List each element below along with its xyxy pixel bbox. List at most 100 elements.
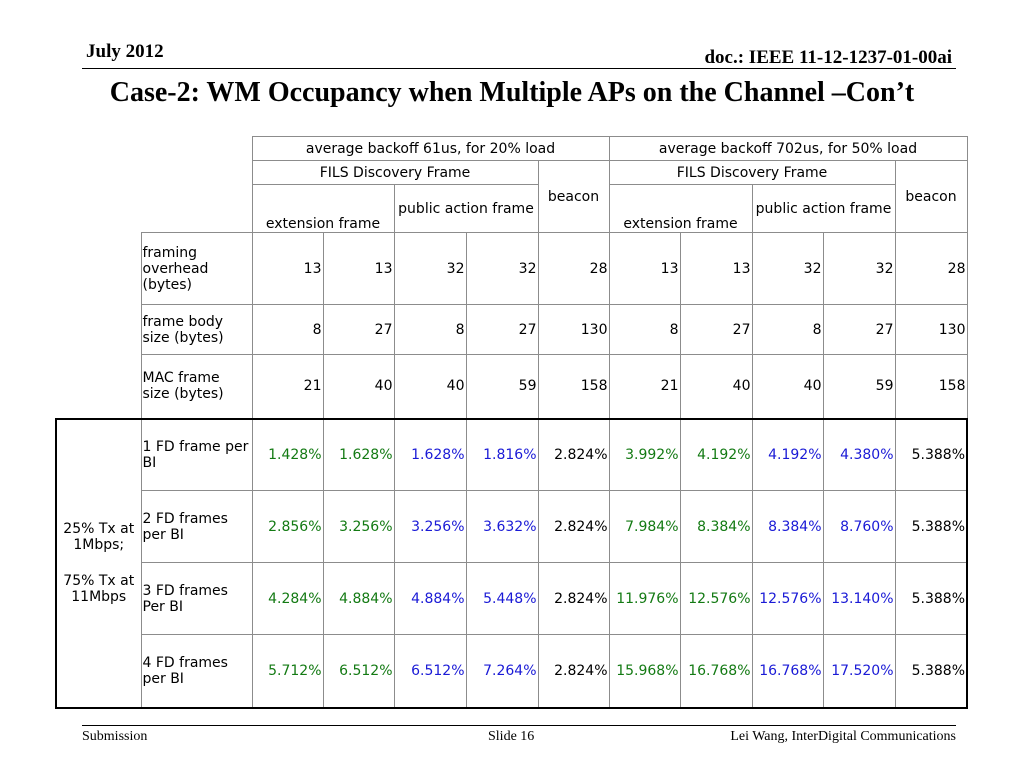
table-row: framing overhead (bytes) 13 13 32 32 28 …: [56, 232, 968, 305]
table-cell: 1.628%: [322, 417, 395, 491]
table-cell: 3.256%: [393, 490, 467, 563]
table-cell: 5.712%: [251, 634, 324, 709]
table-cell: 4.192%: [679, 417, 753, 491]
table-row: frame body size (bytes) 8 27 8 27 130 8 …: [56, 304, 968, 355]
row-label: 2 FD frames per BI: [140, 490, 253, 563]
footer-submission: Submission: [82, 729, 148, 744]
table-cell: 2.824%: [537, 562, 610, 635]
table-cell: 13: [608, 232, 681, 305]
tx-rate-label-1: 25% Tx at 1Mbps;: [63, 521, 135, 553]
table-cell: 5.448%: [465, 562, 539, 635]
table-row: MAC frame size (bytes) 21 40 40 59 158 2…: [56, 354, 968, 419]
subtype-row: extension frame public action frame exte…: [56, 184, 967, 233]
table-cell: 6.512%: [322, 634, 395, 709]
table-cell: 5.388%: [894, 562, 968, 635]
row-label: frame body size (bytes): [140, 304, 253, 355]
table-cell: 8: [751, 304, 824, 355]
table-cell: 8.384%: [679, 490, 753, 563]
table-cell: 40: [679, 354, 753, 419]
table-cell: 7.264%: [465, 634, 539, 709]
table-cell: 3.632%: [465, 490, 539, 563]
table-cell: 27: [465, 304, 539, 355]
beacon-header-50: beacon: [894, 160, 968, 233]
table-cell: 8.760%: [822, 490, 896, 563]
table-cell: 130: [894, 304, 968, 355]
table-cell: 4.380%: [822, 417, 896, 491]
tx-rate-label-2: 75% Tx at 11Mbps: [63, 573, 135, 605]
table-row: 4 FD frames per BI 5.712% 6.512% 6.512% …: [56, 634, 968, 709]
row-label: MAC frame size (bytes): [140, 354, 253, 419]
row-label: 3 FD frames Per BI: [140, 562, 253, 635]
footer-divider: [82, 725, 956, 726]
header-divider: [82, 68, 956, 69]
table-cell: 3.992%: [608, 417, 681, 491]
table-cell: 13: [251, 232, 324, 305]
table-cell: 3.256%: [322, 490, 395, 563]
row-label: 1 FD frame per BI: [140, 417, 253, 491]
extension-frame-header-20: extension frame: [251, 184, 395, 233]
table-cell: 32: [465, 232, 539, 305]
table-cell: 21: [608, 354, 681, 419]
table-cell: 8: [251, 304, 324, 355]
table-cell: 158: [537, 354, 610, 419]
tx-rate-label: 25% Tx at 1Mbps; 75% Tx at 11Mbps: [55, 417, 142, 709]
group-header-50-load: average backoff 702us, for 50% load: [608, 136, 968, 161]
table-cell: 12.576%: [679, 562, 753, 635]
table-cell: 40: [322, 354, 395, 419]
row-label: framing overhead (bytes): [140, 232, 253, 305]
table-cell: 2.824%: [537, 417, 610, 491]
table-row: 3 FD frames Per BI 4.284% 4.884% 4.884% …: [56, 562, 968, 635]
table-cell: 15.968%: [608, 634, 681, 709]
table-cell: 40: [393, 354, 467, 419]
frame-type-row: FILS Discovery Frame beacon FILS Discove…: [56, 160, 968, 233]
table-cell: 27: [822, 304, 896, 355]
table-cell: 16.768%: [751, 634, 824, 709]
table-cell: 1.816%: [465, 417, 539, 491]
row-label: 4 FD frames per BI: [140, 634, 253, 709]
table-cell: 27: [322, 304, 395, 355]
slide-title: Case-2: WM Occupancy when Multiple APs o…: [109, 77, 915, 108]
table-cell: 5.388%: [894, 490, 968, 563]
public-action-header-20: public action frame: [393, 184, 539, 233]
table-cell: 1.428%: [251, 417, 324, 491]
extension-frame-header-50: extension frame: [608, 184, 753, 233]
group-header-20-load: average backoff 61us, for 20% load: [251, 136, 610, 161]
table-cell: 28: [537, 232, 610, 305]
table-cell: 2.856%: [251, 490, 324, 563]
fils-header-50: FILS Discovery Frame: [608, 160, 896, 185]
table-cell: 11.976%: [608, 562, 681, 635]
table-cell: 32: [822, 232, 896, 305]
document-id: doc.: IEEE 11-12-1237-01-00ai: [704, 47, 952, 68]
table-cell: 8.384%: [751, 490, 824, 563]
table-cell: 8: [393, 304, 467, 355]
table-cell: 1.628%: [393, 417, 467, 491]
table-cell: 13: [322, 232, 395, 305]
header-date: July 2012: [86, 41, 164, 62]
table-cell: 130: [537, 304, 610, 355]
table-cell: 4.884%: [322, 562, 395, 635]
table-cell: 32: [751, 232, 824, 305]
table-cell: 16.768%: [679, 634, 753, 709]
table-cell: 2.824%: [537, 634, 610, 709]
table-cell: 27: [679, 304, 753, 355]
table-cell: 13: [679, 232, 753, 305]
fils-header-20: FILS Discovery Frame: [251, 160, 539, 185]
table-cell: 12.576%: [751, 562, 824, 635]
table-cell: 59: [465, 354, 539, 419]
table-cell: 4.192%: [751, 417, 824, 491]
table-cell: 4.884%: [393, 562, 467, 635]
table-cell: 158: [894, 354, 968, 419]
table-cell: 40: [751, 354, 824, 419]
table-row: 2 FD frames per BI 2.856% 3.256% 3.256% …: [56, 490, 968, 563]
table-cell: 4.284%: [251, 562, 324, 635]
table-cell: 32: [393, 232, 467, 305]
table-cell: 17.520%: [822, 634, 896, 709]
group-header-row: average backoff 61us, for 20% load avera…: [56, 136, 968, 161]
slide-number: Slide 16: [488, 729, 535, 744]
table-cell: 13.140%: [822, 562, 896, 635]
table-cell: 28: [894, 232, 968, 305]
footer-author: Lei Wang, InterDigital Communications: [730, 729, 956, 744]
beacon-header-20: beacon: [537, 160, 610, 233]
table-cell: 2.824%: [537, 490, 610, 563]
table-row: 25% Tx at 1Mbps; 75% Tx at 11Mbps 1 FD f…: [55, 417, 968, 709]
